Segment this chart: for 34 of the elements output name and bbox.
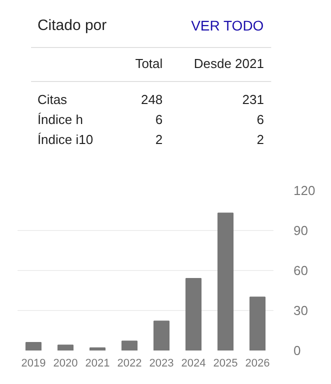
x-tick-label: 2019 [21,358,46,370]
y-tick-label: 30 [294,303,308,318]
bar [185,278,202,350]
text: 6 [256,112,264,127]
text: 248 [140,92,163,107]
bar [217,212,234,350]
text: 2 [155,132,163,147]
y-tick-label: 90 [294,223,308,238]
bar [153,320,170,350]
text: VER TODO [191,18,264,34]
y-tick-label: 0 [294,343,301,358]
x-tick-label: 2023 [149,358,174,370]
y-tick-label: 120 [294,183,316,198]
y-tick-label: 60 [294,263,308,278]
text: 231 [242,92,264,107]
x-tick-label: 2025 [213,358,238,370]
bar [89,347,106,350]
text: 6 [155,112,163,127]
x-tick-label: 2021 [85,358,110,370]
bar [57,344,74,350]
text: Índice h [37,112,83,127]
bar [249,296,266,350]
text: Citado por [37,17,107,34]
x-tick-label: 2024 [181,358,206,370]
x-tick-label: 2026 [245,358,270,370]
text: Citas [37,92,68,107]
text: Desde 2021 [194,56,264,71]
bar [25,342,42,350]
text: Total [135,56,163,71]
text: Índice i10 [37,132,94,147]
x-tick-label: 2022 [117,358,142,370]
x-tick-label: 2020 [53,358,78,370]
bar [121,340,138,350]
text: 2 [256,132,264,147]
